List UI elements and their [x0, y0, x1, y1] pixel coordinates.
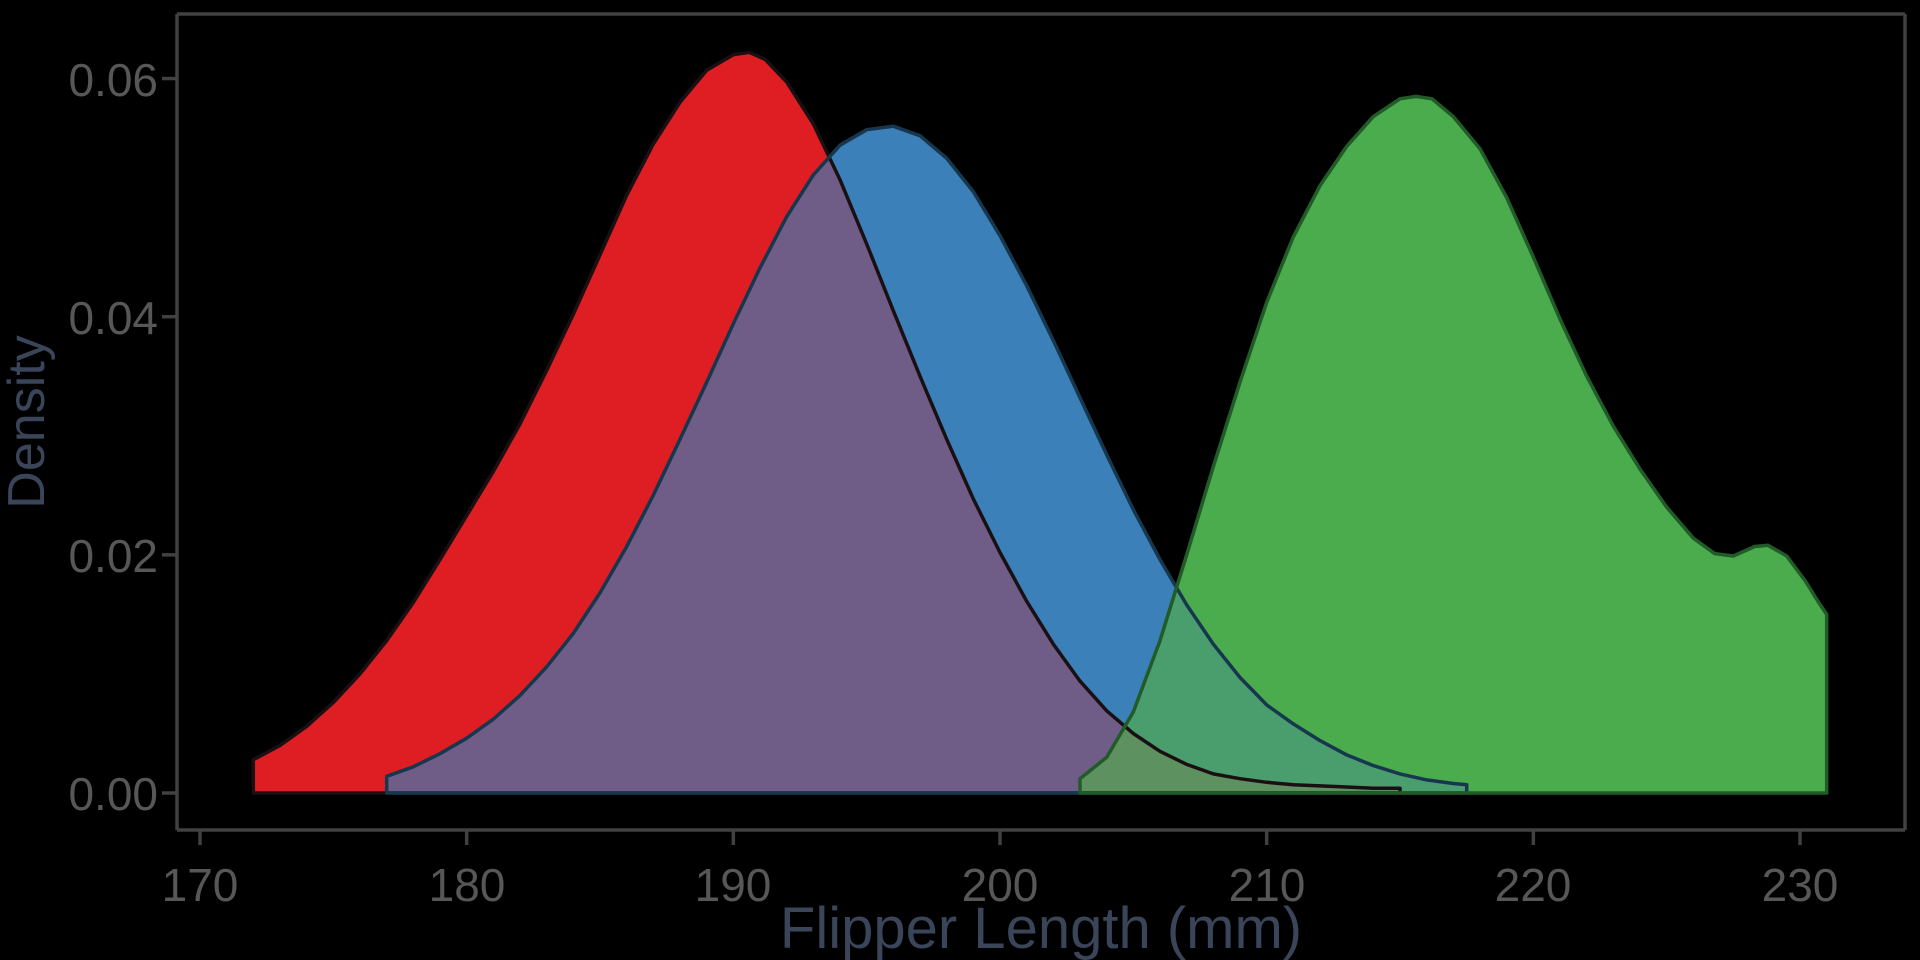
y-axis-tick-labels: 0.00 0.02 0.04 0.06 [68, 54, 158, 820]
x-axis-tick-labels: 170 180 190 200 210 220 230 [162, 859, 1839, 911]
x-axis-title: Flipper Length (mm) [780, 896, 1302, 960]
y-tick-label-0.00: 0.00 [68, 768, 158, 820]
x-tick-label-230: 230 [1762, 859, 1839, 911]
x-tick-label-170: 170 [162, 859, 239, 911]
x-tick-label-200: 200 [962, 859, 1039, 911]
y-axis-title: Density [0, 335, 56, 508]
x-tick-label-190: 190 [695, 859, 772, 911]
x-tick-label-210: 210 [1229, 859, 1306, 911]
y-tick-label-0.06: 0.06 [68, 54, 158, 106]
kde-fill-areas [253, 52, 1827, 794]
x-tick-label-180: 180 [429, 859, 506, 911]
x-axis-ticks [198, 830, 1802, 845]
y-tick-label-0.02: 0.02 [68, 530, 158, 582]
y-tick-label-0.04: 0.04 [68, 292, 158, 344]
x-tick-label-220: 220 [1495, 859, 1572, 911]
y-axis-ticks [162, 76, 177, 795]
